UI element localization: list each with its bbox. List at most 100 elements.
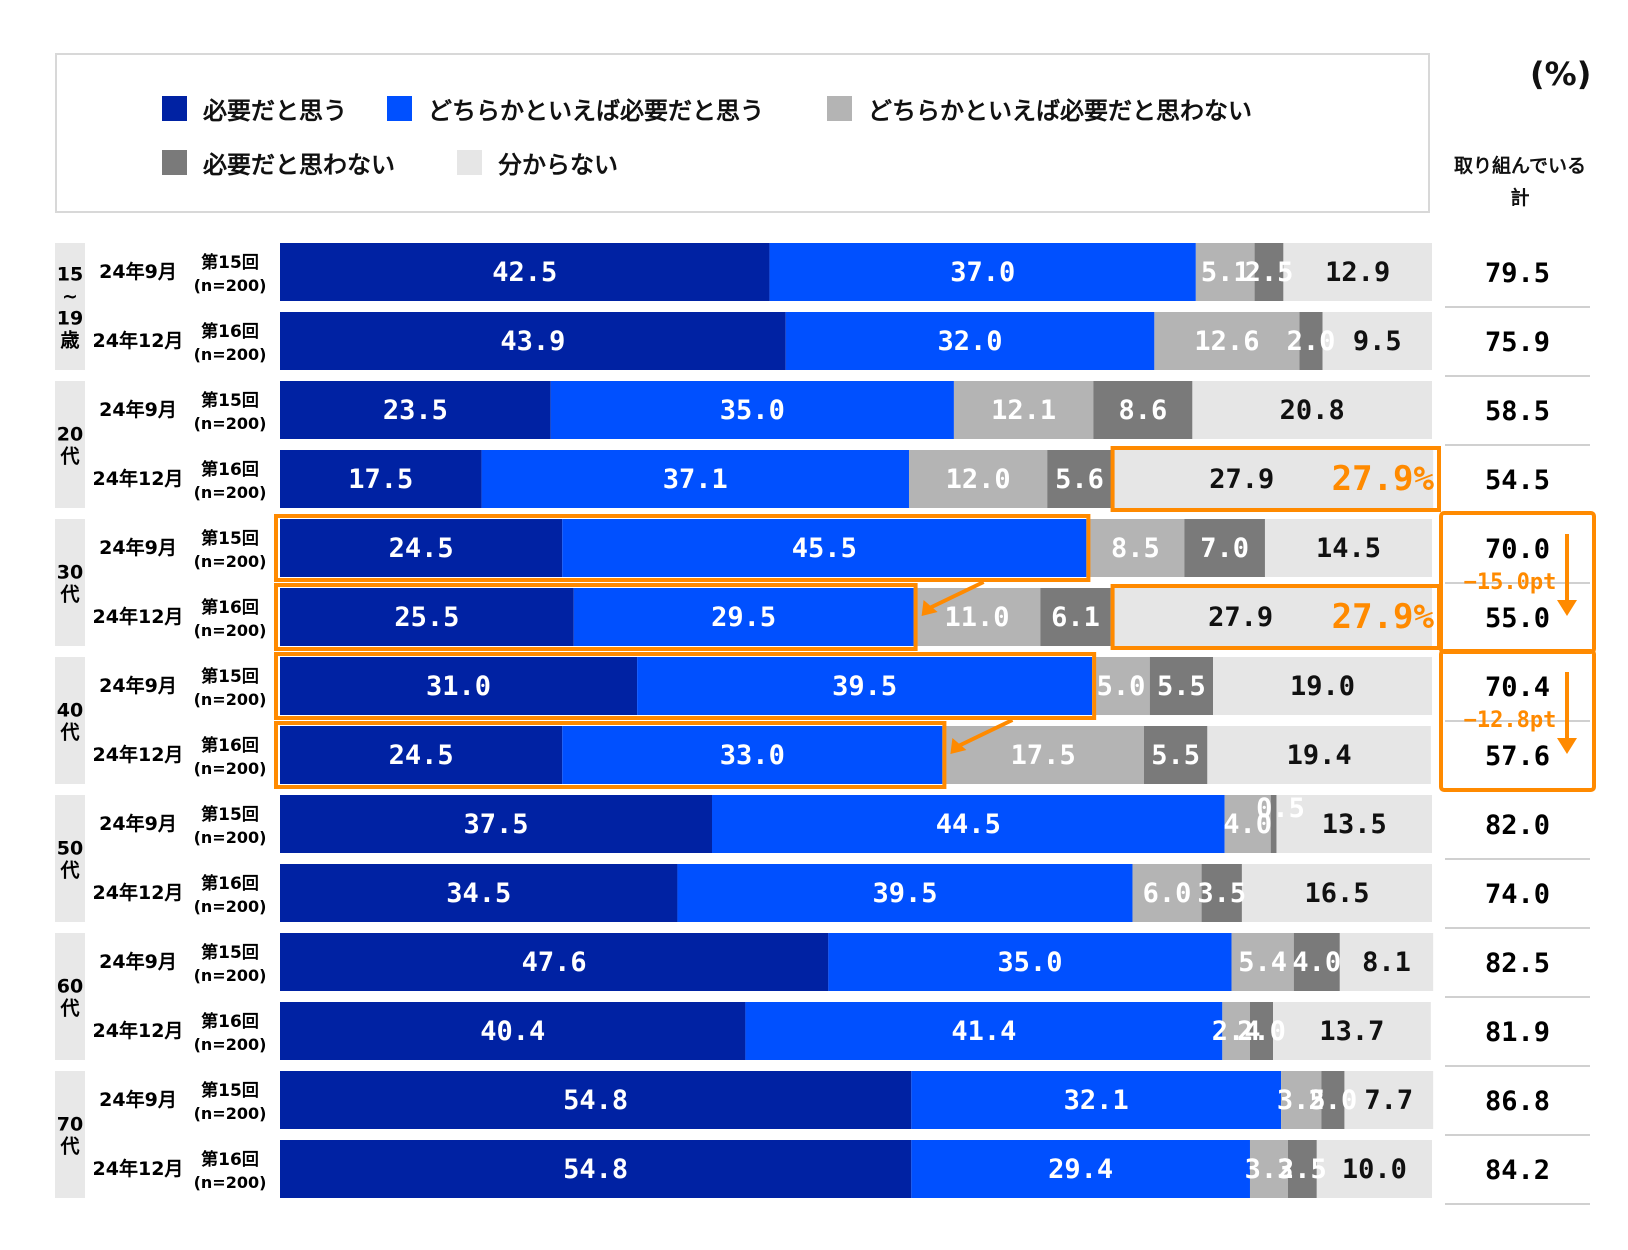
row-date: 24年9月 bbox=[99, 812, 177, 835]
bar-segment bbox=[911, 1140, 1250, 1198]
bar-segment bbox=[280, 450, 482, 508]
segment-label: 42.5 bbox=[492, 257, 557, 288]
segment-label: 5.1 bbox=[1201, 257, 1250, 288]
segment-label: 31.0 bbox=[426, 671, 491, 702]
group-label: 歳 bbox=[60, 330, 79, 352]
group-label: 70 bbox=[57, 1114, 83, 1136]
row-n: (n=200) bbox=[194, 1104, 267, 1123]
row-date: 24年12月 bbox=[93, 1157, 184, 1180]
segment-label: 8.1 bbox=[1362, 947, 1411, 978]
segment-label: 2.4 bbox=[1212, 1016, 1261, 1047]
bar-segment bbox=[1144, 726, 1208, 784]
row-round: 第16回 bbox=[201, 873, 259, 894]
bar-segment bbox=[1040, 588, 1111, 646]
bar-segment bbox=[1092, 657, 1150, 715]
bar-segment bbox=[1224, 795, 1271, 853]
group-label: 30 bbox=[57, 562, 83, 584]
segment-label: 17.5 bbox=[348, 464, 413, 495]
segment-label: 10.0 bbox=[1342, 1154, 1407, 1185]
group-label: 代 bbox=[59, 446, 79, 468]
row-round: 第15回 bbox=[201, 390, 259, 411]
segment-label: 13.5 bbox=[1322, 809, 1387, 840]
row-date: 24年9月 bbox=[99, 536, 177, 559]
segment-label: 5.6 bbox=[1055, 464, 1104, 495]
group-label: 代 bbox=[59, 722, 79, 744]
total-value: 81.9 bbox=[1485, 1017, 1550, 1048]
row-date: 24年9月 bbox=[99, 260, 177, 283]
legend-swatch bbox=[387, 96, 412, 121]
row-round: 第16回 bbox=[201, 735, 259, 756]
row-round: 第15回 bbox=[201, 942, 259, 963]
bar-segment bbox=[913, 588, 1041, 646]
group-label: 代 bbox=[59, 860, 79, 882]
segment-label: 39.5 bbox=[832, 671, 897, 702]
bar-segment bbox=[1344, 1071, 1434, 1129]
segment-label: 12.0 bbox=[946, 464, 1011, 495]
segment-label: 11.0 bbox=[944, 602, 1009, 633]
bar-segment bbox=[1321, 1071, 1345, 1129]
bar-segment bbox=[1184, 519, 1265, 577]
total-value: 70.0 bbox=[1485, 534, 1550, 565]
segment-label: 17.5 bbox=[1011, 740, 1076, 771]
row-round: 第15回 bbox=[201, 666, 259, 687]
legend-swatch bbox=[827, 96, 852, 121]
legend-item-somewhat-not-need: どちらかといえば必要だと思わない bbox=[827, 91, 1252, 126]
segment-label: 2.0 bbox=[1237, 1016, 1286, 1047]
row-n: (n=200) bbox=[194, 552, 267, 571]
highlight-box bbox=[274, 514, 1091, 582]
group-label-bg bbox=[55, 795, 85, 922]
bar-segment bbox=[1154, 312, 1300, 370]
segment-label: 24.5 bbox=[389, 533, 454, 564]
row-date: 24年9月 bbox=[99, 674, 177, 697]
bar-segment bbox=[1299, 312, 1323, 370]
segment-label: 4.0 bbox=[1223, 809, 1272, 840]
segment-label: 29.4 bbox=[1048, 1154, 1113, 1185]
bar-segment bbox=[1339, 933, 1434, 991]
segment-label: 19.0 bbox=[1290, 671, 1355, 702]
total-header-line: 取り組んでいる bbox=[1453, 155, 1587, 177]
total-value: 57.6 bbox=[1485, 741, 1550, 772]
segment-label: 37.5 bbox=[463, 809, 528, 840]
total-value: 74.0 bbox=[1485, 879, 1550, 910]
legend-label: どちらかといえば必要だと思わない bbox=[868, 97, 1252, 125]
legend-item-dont-know: 分からない bbox=[457, 145, 618, 180]
group-label-bg bbox=[55, 519, 85, 646]
segment-label: 35.0 bbox=[997, 947, 1062, 978]
row-round: 第15回 bbox=[201, 804, 259, 825]
change-arrowhead bbox=[950, 738, 967, 754]
row-n: (n=200) bbox=[194, 483, 267, 502]
segment-label: 32.0 bbox=[938, 326, 1003, 357]
bar-segment bbox=[1207, 726, 1431, 784]
row-date: 24年12月 bbox=[93, 743, 184, 766]
segment-label: 6.1 bbox=[1051, 602, 1100, 633]
segment-label: 43.9 bbox=[500, 326, 565, 357]
segment-label: 20.8 bbox=[1280, 395, 1345, 426]
total-value: 54.5 bbox=[1485, 465, 1550, 496]
bar-segment bbox=[1093, 381, 1193, 439]
bar-segment bbox=[562, 519, 1087, 577]
change-arrowhead bbox=[921, 600, 938, 616]
bar-segment bbox=[1322, 312, 1432, 370]
bar-segment bbox=[1288, 1140, 1317, 1198]
row-date: 24年9月 bbox=[99, 398, 177, 421]
segment-label: 12.9 bbox=[1325, 257, 1390, 288]
segment-label: 19.4 bbox=[1287, 740, 1352, 771]
segment-label: 35.0 bbox=[720, 395, 785, 426]
legend-swatch bbox=[162, 96, 187, 121]
row-n: (n=200) bbox=[194, 897, 267, 916]
row-round: 第15回 bbox=[201, 528, 259, 549]
segment-label: 37.1 bbox=[663, 464, 728, 495]
bar-segment bbox=[280, 657, 638, 715]
row-date: 24年12月 bbox=[93, 605, 184, 628]
segment-label: 0.5 bbox=[1256, 793, 1305, 824]
row-date: 24年12月 bbox=[93, 467, 184, 490]
bar-segment bbox=[1195, 243, 1255, 301]
bar-segment bbox=[1283, 243, 1432, 301]
bar-segment bbox=[1254, 243, 1284, 301]
bar-segment bbox=[745, 1002, 1223, 1060]
segment-label: 4.0 bbox=[1292, 947, 1341, 978]
change-arrow bbox=[928, 580, 985, 610]
bar-segment bbox=[481, 450, 909, 508]
row-n: (n=200) bbox=[194, 1173, 267, 1192]
segment-label: 5.0 bbox=[1097, 671, 1146, 702]
